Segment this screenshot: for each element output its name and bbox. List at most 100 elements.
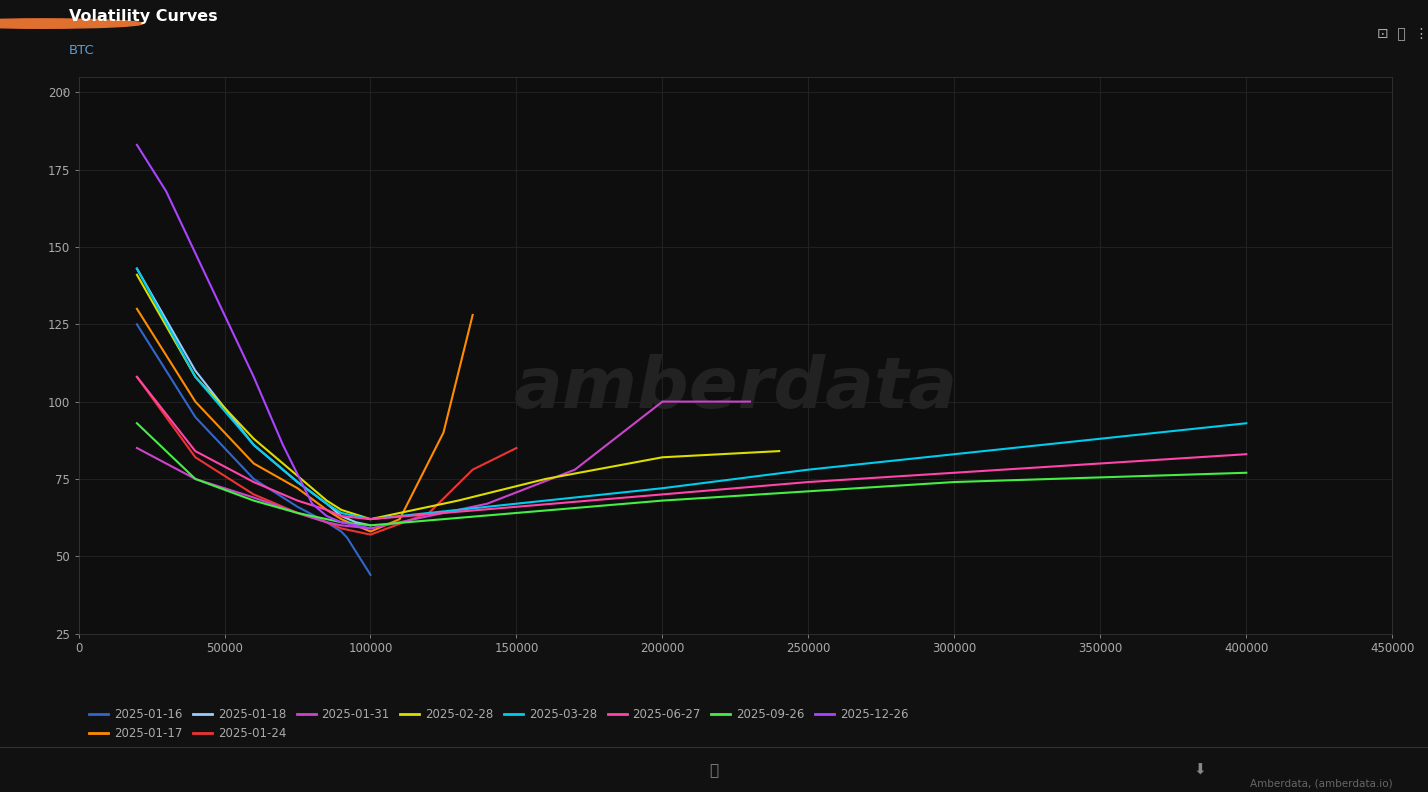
Circle shape [0, 19, 143, 29]
2025-01-24 [333, 524, 350, 533]
2025-01-17 [436, 428, 453, 437]
2025-01-16 [344, 543, 361, 552]
2025-01-18 [129, 264, 146, 273]
2025-03-28 [945, 449, 962, 459]
2025-09-26 [288, 508, 306, 518]
2025-12-26 [129, 140, 146, 150]
2025-09-26 [333, 517, 350, 527]
2025-03-28 [508, 499, 526, 508]
2025-01-17 [288, 483, 306, 493]
Line: 2025-01-16: 2025-01-16 [137, 324, 370, 575]
Line: 2025-01-18: 2025-01-18 [137, 268, 370, 525]
2025-03-28 [361, 514, 378, 524]
Line: 2025-03-28: 2025-03-28 [137, 268, 1247, 519]
2025-02-28 [654, 452, 671, 462]
2025-01-31 [654, 397, 671, 406]
2025-12-26 [246, 372, 263, 382]
2025-06-27 [129, 372, 146, 382]
2025-01-16 [318, 517, 336, 527]
2025-06-27 [246, 478, 263, 487]
2025-01-24 [246, 489, 263, 499]
2025-01-17 [464, 310, 481, 320]
2025-03-28 [288, 478, 306, 487]
2025-06-27 [288, 496, 306, 505]
2025-06-27 [361, 514, 378, 524]
2025-06-27 [318, 505, 336, 515]
2025-03-28 [654, 483, 671, 493]
2025-01-24 [508, 444, 526, 453]
Text: ›: › [61, 85, 67, 99]
2025-06-27 [187, 447, 204, 456]
2025-01-16 [129, 319, 146, 329]
2025-01-17 [318, 505, 336, 515]
2025-01-18 [318, 499, 336, 508]
2025-01-31 [567, 465, 584, 474]
2025-01-31 [741, 397, 758, 406]
2025-02-28 [537, 474, 554, 484]
2025-03-28 [1238, 418, 1255, 428]
2025-01-16 [333, 527, 350, 536]
2025-01-16 [356, 561, 373, 570]
2025-01-31 [478, 499, 496, 508]
2025-01-16 [361, 570, 378, 580]
2025-01-31 [318, 517, 336, 527]
2025-09-26 [800, 486, 817, 496]
2025-09-26 [361, 520, 378, 530]
2025-02-28 [318, 496, 336, 505]
2025-01-24 [288, 508, 306, 518]
2025-01-17 [333, 514, 350, 524]
2025-01-16 [338, 533, 356, 543]
2025-01-17 [129, 304, 146, 314]
2025-09-26 [246, 496, 263, 505]
2025-02-28 [450, 496, 467, 505]
2025-01-18 [187, 366, 204, 375]
2025-09-26 [318, 514, 336, 524]
Text: 📷: 📷 [710, 763, 718, 778]
2025-01-17 [187, 397, 204, 406]
2025-01-16 [187, 413, 204, 422]
2025-02-28 [361, 514, 378, 524]
2025-01-24 [129, 372, 146, 382]
2025-12-26 [318, 512, 336, 521]
2025-06-27 [1238, 449, 1255, 459]
2025-03-28 [333, 508, 350, 518]
2025-01-31 [333, 520, 350, 530]
2025-02-28 [187, 372, 204, 382]
2025-12-26 [333, 517, 350, 527]
2025-01-18 [333, 512, 350, 521]
Line: 2025-09-26: 2025-09-26 [137, 423, 1247, 525]
2025-01-31 [129, 444, 146, 453]
Legend: 2025-01-16, 2025-01-17, 2025-01-18, 2025-01-24, 2025-01-31, 2025-02-28, 2025-03-: 2025-01-16, 2025-01-17, 2025-01-18, 2025… [84, 703, 914, 745]
2025-03-28 [800, 465, 817, 474]
2025-06-27 [333, 512, 350, 521]
2025-12-26 [274, 440, 291, 450]
2025-01-24 [464, 465, 481, 474]
Text: amberdata: amberdata [513, 354, 958, 423]
Line: 2025-01-17: 2025-01-17 [137, 309, 473, 531]
2025-01-18 [361, 520, 378, 530]
2025-06-27 [945, 468, 962, 478]
2025-01-17 [361, 527, 378, 536]
2025-01-31 [288, 508, 306, 518]
2025-01-24 [420, 508, 437, 518]
2025-12-26 [157, 187, 174, 196]
2025-01-31 [187, 474, 204, 484]
2025-06-27 [800, 478, 817, 487]
2025-01-31 [246, 493, 263, 502]
2025-03-28 [246, 440, 263, 450]
2025-12-26 [361, 524, 378, 533]
2025-01-18 [246, 440, 263, 450]
2025-01-31 [361, 524, 378, 533]
2025-01-17 [246, 459, 263, 468]
2025-06-27 [508, 502, 526, 512]
2025-01-24 [318, 517, 336, 527]
2025-09-26 [508, 508, 526, 518]
2025-03-28 [187, 372, 204, 382]
2025-01-16 [246, 474, 263, 484]
Text: Amberdata, (amberdata.io): Amberdata, (amberdata.io) [1250, 778, 1392, 788]
2025-01-24 [187, 452, 204, 462]
2025-01-16 [288, 502, 306, 512]
2025-09-26 [654, 496, 671, 505]
2025-03-28 [318, 499, 336, 508]
2025-02-28 [771, 447, 788, 456]
